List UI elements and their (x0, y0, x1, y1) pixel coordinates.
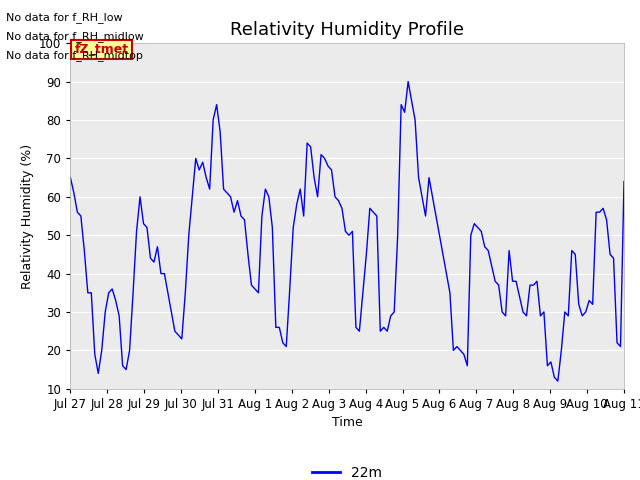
X-axis label: Time: Time (332, 416, 363, 430)
Text: No data for f_RH_midtop: No data for f_RH_midtop (6, 50, 143, 61)
Legend: 22m: 22m (307, 460, 388, 480)
Y-axis label: Relativity Humidity (%): Relativity Humidity (%) (20, 144, 33, 288)
Title: Relativity Humidity Profile: Relativity Humidity Profile (230, 21, 464, 39)
Text: No data for f_RH_low: No data for f_RH_low (6, 12, 123, 23)
Text: No data for f_RH_midlow: No data for f_RH_midlow (6, 31, 144, 42)
Text: fZ_tmet: fZ_tmet (75, 43, 129, 56)
